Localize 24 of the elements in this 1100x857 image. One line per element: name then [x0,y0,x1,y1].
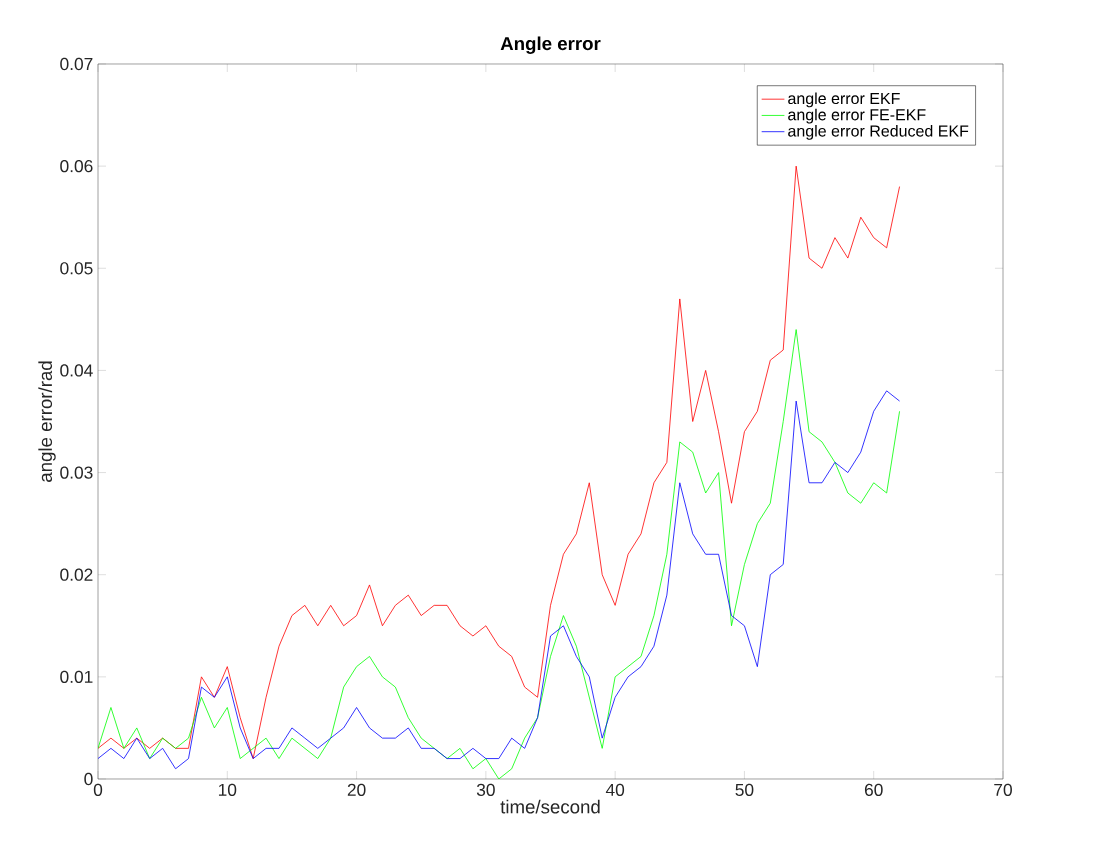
legend-label: angle error EKF [788,92,900,108]
y-tick-label: 0 [84,772,93,785]
x-tick-label: 40 [605,783,625,796]
line-series [98,390,900,770]
line-series [98,165,900,759]
chart-title: Angle error [500,36,601,54]
x-tick-label: 60 [864,783,883,796]
legend-label: angle error Reduced EKF [788,124,969,140]
y-tick-label: 0.06 [60,159,93,173]
x-tick-label: 0 [93,783,103,796]
y-tick-label: 0.05 [60,261,93,275]
x-tick-label: 10 [218,783,237,796]
y-tick-label: 0.04 [60,364,93,377]
y-tick-label: 0.02 [60,568,93,581]
x-axis-title: time/second [500,799,600,814]
x-tick-label: 20 [347,783,366,796]
y-tick-label: 0.07 [60,57,93,70]
y-axis-title: angle error/rad [38,361,56,482]
x-tick-label: 30 [476,783,495,796]
legend-label: angle error FE-EKF [788,108,926,124]
x-tick-label: 70 [994,783,1012,796]
y-tick-label: 0.03 [60,466,93,479]
y-tick-label: 0.01 [60,670,93,683]
x-tick-label: 50 [735,783,754,796]
